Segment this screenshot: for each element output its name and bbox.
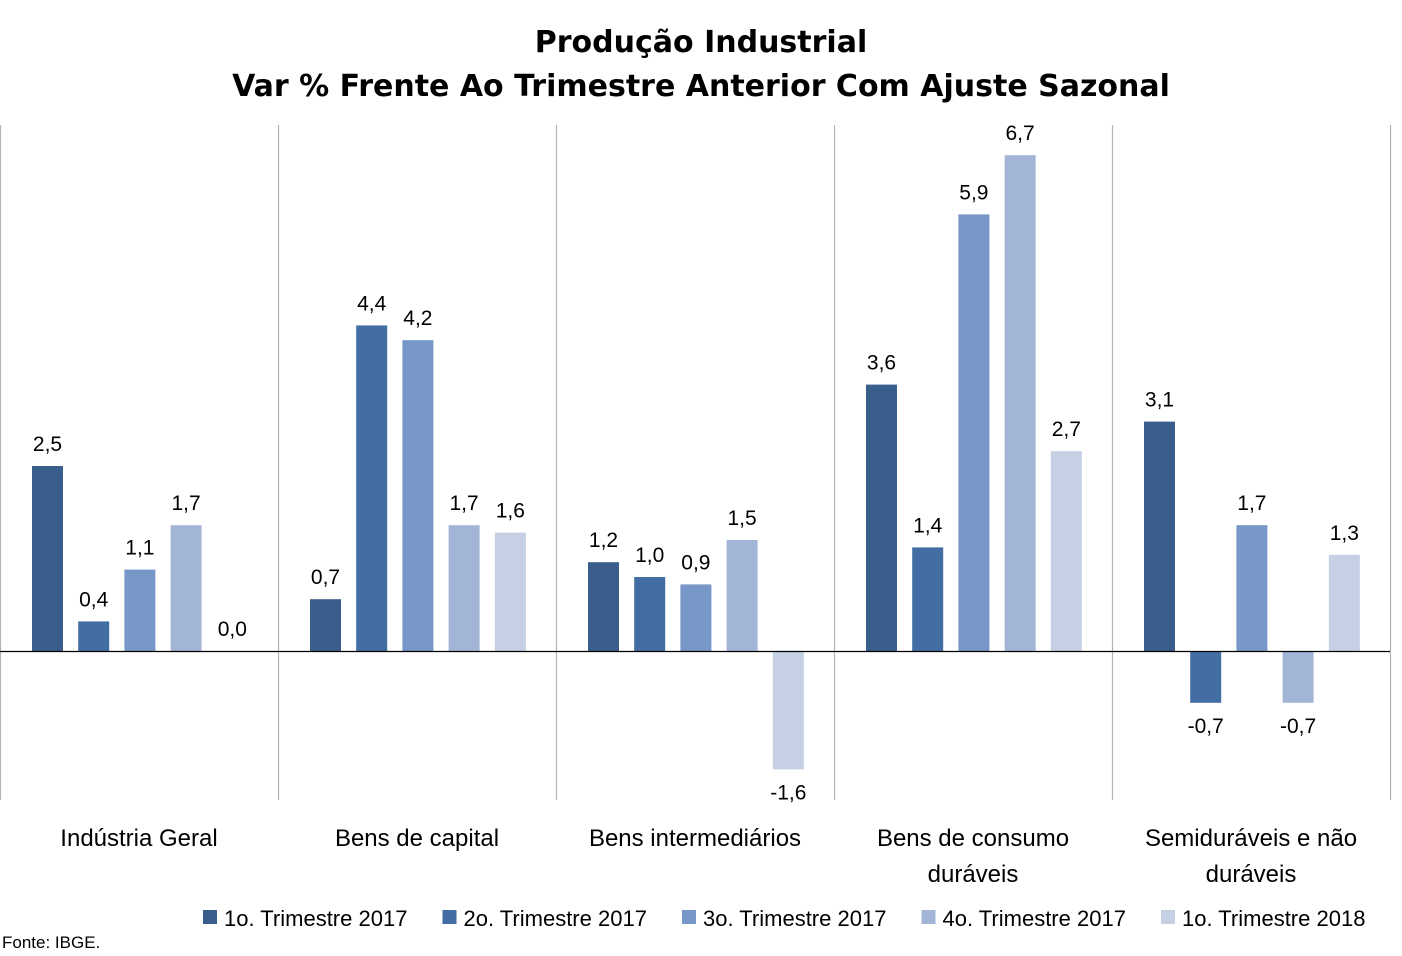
bar [356,325,388,651]
legend-swatch [682,910,696,924]
data-label: -0,7 [1280,715,1316,738]
category-label: duráveis [1206,861,1297,888]
legend-swatch [921,910,936,924]
category-label: Bens de consumo [877,825,1069,852]
legend-label: 2o. Trimestre 2017 [464,906,647,931]
data-label: 1,7 [171,492,200,515]
category-label: Bens de capital [335,825,499,852]
legend-swatch [442,910,457,924]
data-label: 1,2 [589,529,618,552]
data-label: 6,7 [1005,122,1034,145]
legend-label: 4o. Trimestre 2017 [943,906,1126,931]
data-label: -1,6 [770,781,806,804]
source-note: Fonte: IBGE. [2,933,100,952]
data-label: -0,7 [1188,715,1224,738]
data-label: 1,3 [1330,522,1359,545]
bar [634,577,666,651]
bar [1236,525,1268,651]
data-label: 1,7 [1237,492,1266,515]
bar [958,214,990,651]
data-label: 2,5 [33,433,62,456]
bar [448,525,480,651]
data-label: 1,6 [496,500,525,523]
data-label: 3,6 [867,352,896,375]
bar [402,340,434,651]
data-label: 1,7 [449,492,478,515]
legend-label: 1o. Trimestre 2017 [224,906,407,931]
data-label: 1,0 [635,544,664,567]
data-label: 3,1 [1145,389,1174,412]
bar [588,562,619,651]
data-label: 4,2 [403,307,432,330]
data-label: 0,4 [79,588,109,611]
data-label: 2,7 [1052,418,1081,441]
category-label: Semiduráveis e não [1145,825,1357,852]
legend-label: 3o. Trimestre 2017 [703,906,886,931]
bar [1282,651,1314,703]
bar [680,584,712,651]
data-label: 0,0 [218,618,247,641]
bar [1050,451,1082,651]
legend-swatch [1161,910,1175,924]
data-label: 1,4 [913,514,943,537]
category-label: Bens intermediários [589,825,801,852]
bar [78,621,110,651]
bar [124,569,156,651]
category-label: duráveis [928,861,1019,888]
chart-title: Produção Industrial [535,25,867,60]
chart-subtitle: Var % Frente Ao Trimestre Anterior Com A… [232,69,1170,104]
bar [1190,651,1222,703]
data-label: 5,9 [959,181,988,204]
legend-swatch [203,910,217,924]
data-label: 0,7 [311,566,340,589]
legend: 1o. Trimestre 2017 2o. Trimestre 2017 3o. … [203,906,1365,931]
bar [1004,155,1036,651]
bar [494,532,526,651]
legend-label: 1o. Trimestre 2018 [1182,906,1365,931]
category-label: Indústria Geral [60,825,217,852]
data-label: 4,4 [357,292,387,315]
bar [170,525,202,651]
plot-area: 2,5 0,7 1,2 3,6 3,1 0,4 4,4 1,0 1,4 -0,7 1,1 4,2 0,9… [0,122,1392,888]
bar [1144,421,1175,651]
data-label: 1,5 [727,507,756,530]
data-label: 0,9 [681,551,710,574]
bar [866,384,897,651]
bar [726,540,758,651]
bar [32,466,63,651]
bar [772,651,804,770]
bar [310,599,341,651]
bar [912,547,944,651]
data-label: 1,1 [125,537,154,560]
bar [1328,554,1360,651]
